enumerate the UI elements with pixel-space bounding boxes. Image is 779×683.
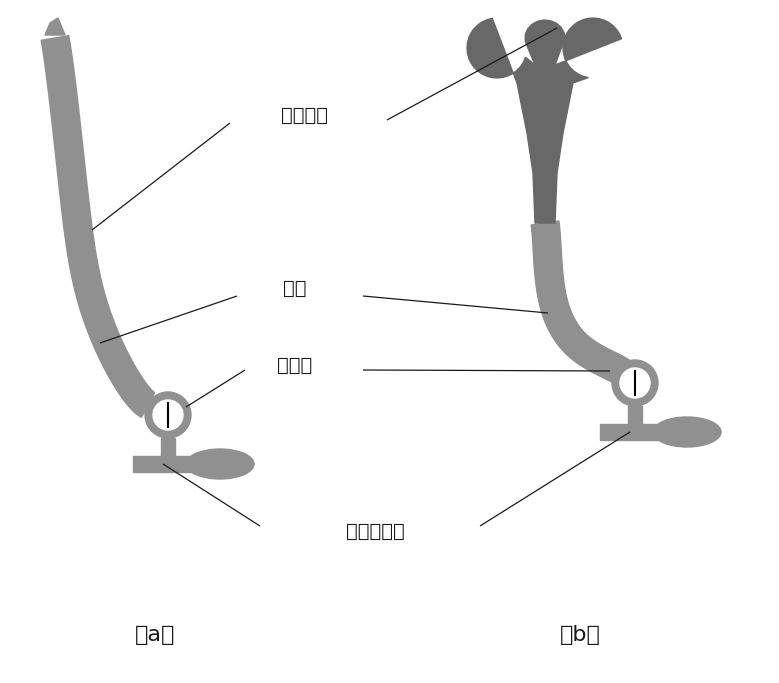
Ellipse shape [186, 449, 254, 479]
Polygon shape [45, 18, 65, 35]
Polygon shape [41, 36, 154, 417]
Circle shape [153, 400, 183, 430]
Circle shape [612, 360, 658, 406]
Text: 单相充气阀: 单相充气阀 [346, 522, 404, 540]
Ellipse shape [653, 417, 721, 447]
Text: 宫型气囊: 宫型气囊 [281, 105, 329, 124]
Text: （b）: （b） [559, 625, 601, 645]
Bar [600, 424, 668, 440]
Polygon shape [531, 221, 636, 384]
Polygon shape [467, 18, 622, 223]
Bar [161, 438, 175, 456]
Text: （a）: （a） [135, 625, 175, 645]
Text: 导管: 导管 [284, 279, 307, 298]
Bar [133, 456, 201, 472]
Circle shape [145, 392, 191, 438]
Text: 气压表: 气压表 [277, 355, 312, 374]
Circle shape [620, 368, 650, 398]
Bar [628, 406, 642, 424]
